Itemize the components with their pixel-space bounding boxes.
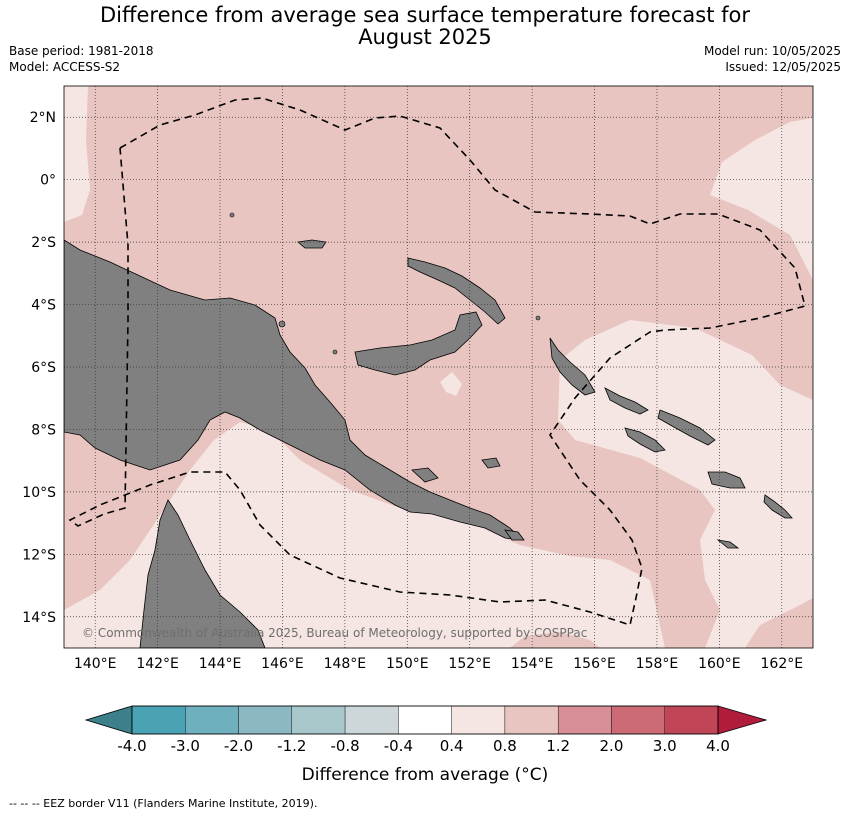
latitude-labels: 2°N 0° 2°S 4°S 6°S 8°S 10°S 12°S 14°S (22, 110, 56, 626)
issued-date: Issued: 12/05/2025 (725, 60, 841, 74)
rossel-land (504, 529, 525, 541)
colorbar-segment (291, 705, 346, 735)
new-britain-land (354, 311, 483, 376)
anomaly-band-0.4-0.8-patch (440, 372, 462, 396)
colorbar-tick-label: 0.4 (440, 737, 464, 755)
colorbar-segment (185, 705, 239, 735)
model-run: Model run: 10/05/2025 (703, 44, 841, 58)
anomaly-band-0.8-1.2-patch (510, 632, 600, 648)
colorbar-segment (398, 705, 452, 735)
small-island-4 (332, 349, 338, 355)
lat-tick-label: 0° (40, 173, 56, 189)
map-frame (63, 85, 814, 649)
lon-tick-label: 140°E (74, 656, 117, 672)
lon-tick-label: 144°E (199, 656, 242, 672)
lat-tick-label: 12°S (22, 547, 56, 563)
lon-tick-label: 146°E (261, 656, 304, 672)
colorbar-tick-label: -0.4 (384, 737, 413, 755)
lon-tick-label: 152°E (448, 656, 491, 672)
isabel-land (657, 409, 716, 446)
lon-tick-label: 148°E (324, 656, 367, 672)
trobriand-land (481, 457, 501, 469)
colorbar-title: Difference from average (°C) (302, 765, 549, 785)
guadalcanal-land (707, 471, 746, 489)
model-name: Model: ACCESS-S2 (9, 60, 121, 74)
colorbar-segment (238, 705, 293, 735)
colorbar-tick-label: 4.0 (706, 737, 730, 755)
san-cristobal-land (716, 539, 740, 549)
meta-right: Model run: 10/05/2025 Issued: 12/05/2025 (704, 43, 841, 75)
colorbar-tick-label: 0.8 (493, 737, 517, 755)
colorbar-tick-label: -0.8 (330, 737, 359, 755)
lat-tick-label: 2°N (30, 110, 56, 126)
gridlines (64, 86, 813, 648)
title-line-2: August 2025 (358, 25, 492, 49)
small-island-3 (535, 315, 541, 321)
base-period: Base period: 1981-2018 (9, 44, 154, 58)
colorbar-segment (557, 705, 612, 735)
colorbar-segment (504, 705, 559, 735)
meta-left: Base period: 1981-2018 Model: ACCESS-S2 (9, 43, 154, 75)
longitude-labels: 140°E 142°E 144°E 146°E 148°E 150°E 152°E 154°E… (74, 656, 803, 672)
lon-tick-label: 160°E (698, 656, 741, 672)
eez-footnote: -- -- -- EEZ border V11 (Flanders Marine… (9, 797, 318, 810)
colorbar-segment (451, 705, 506, 735)
colorbar-tick-label: 1.2 (546, 737, 570, 755)
colorbar-extend-high (717, 705, 768, 735)
title-line-1: Difference from average sea surface temp… (100, 3, 750, 27)
malaita-land (763, 494, 793, 519)
colorbar-tick-label: -4.0 (117, 737, 146, 755)
lat-tick-label: 2°S (31, 235, 56, 251)
choiseul-land (604, 387, 649, 415)
eez-border-png (68, 97, 806, 627)
colorbar (84, 705, 768, 735)
small-island-1 (278, 320, 286, 328)
colorbar-outline (131, 705, 719, 735)
cape-york-land (139, 499, 266, 648)
colorbar-extend-low (84, 705, 133, 735)
colorbar-segment (664, 705, 719, 735)
lon-tick-label: 142°E (136, 656, 179, 672)
new-ireland-land (407, 257, 506, 325)
lon-tick-label: 156°E (573, 656, 616, 672)
dentrecasteaux-land (411, 467, 439, 483)
colorbar-tick-label: -1.2 (277, 737, 306, 755)
colorbar-tick-label: 2.0 (600, 737, 624, 755)
colorbar-tick-label: 3.0 (653, 737, 677, 755)
colorbar-labels: -4.0 -3.0 -2.0 -1.2 -0.8 -0.4 0.4 0.8 1.2 2.0 3.0 4… (117, 737, 730, 755)
map-area: © Commonwealth of Australia 2025, Bureau… (64, 86, 813, 648)
map-title: Difference from average sea surface temp… (0, 4, 850, 48)
colorbar-segment (131, 705, 186, 735)
lat-tick-label: 14°S (22, 610, 56, 626)
anomaly-band-0.4-0.8-west (64, 86, 90, 222)
new-georgia-land (624, 427, 666, 453)
lat-tick-label: 4°S (31, 298, 56, 314)
eez-borders (68, 97, 806, 627)
colorbar-tick-label: -3.0 (171, 737, 200, 755)
lon-tick-label: 150°E (386, 656, 429, 672)
colorbar-segment (611, 705, 665, 735)
anomaly-band-0.4-0.8-northeast (710, 118, 813, 280)
colorbar-segment (344, 705, 399, 735)
bougainville-land (549, 337, 596, 396)
lat-tick-label: 6°S (31, 360, 56, 376)
small-island-2 (229, 212, 235, 218)
lon-tick-label: 154°E (511, 656, 554, 672)
lat-tick-label: 8°S (31, 422, 56, 438)
lon-tick-label: 162°E (761, 656, 804, 672)
map-credit: © Commonwealth of Australia 2025, Bureau… (82, 626, 587, 640)
colorbar-tick-label: -2.0 (224, 737, 253, 755)
lat-tick-label: 10°S (22, 485, 56, 501)
lon-tick-label: 158°E (636, 656, 679, 672)
